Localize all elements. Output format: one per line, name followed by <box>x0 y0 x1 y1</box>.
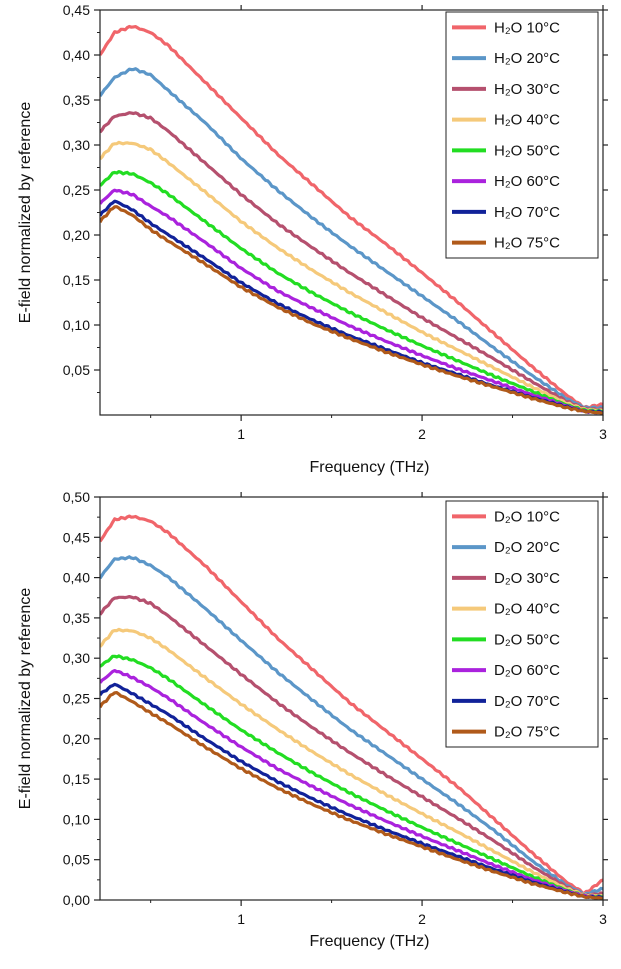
y-tick-label: 0,30 <box>63 137 90 153</box>
y-tick-label: 0,25 <box>63 691 90 707</box>
legend-entry: D₂O 30°C <box>494 570 560 587</box>
legend-entry: H₂O 70°C <box>494 204 560 221</box>
series-line-4 <box>100 627 603 898</box>
series-line-5 <box>100 654 603 899</box>
legend-entry: D₂O 60°C <box>494 662 560 679</box>
y-tick-label: 0,40 <box>63 570 90 586</box>
legend-entry: D₂O 20°C <box>494 539 560 556</box>
x-tick-label: 1 <box>237 911 245 927</box>
series-line-2 <box>100 67 603 411</box>
series-line-8 <box>100 691 603 900</box>
series-group <box>100 514 603 900</box>
x-tick-label: 1 <box>237 426 245 442</box>
series-group <box>100 24 603 415</box>
y-tick-label: 0,10 <box>63 317 90 333</box>
series-line-1 <box>100 24 603 410</box>
legend-entry: H₂O 30°C <box>494 81 560 98</box>
y-tick-label: 0,20 <box>63 731 90 747</box>
legend-entry: D₂O 75°C <box>494 724 560 741</box>
y-tick-label: 0,45 <box>63 529 90 545</box>
series-line-6 <box>100 669 603 900</box>
legend-entry: H₂O 10°C <box>494 19 560 36</box>
legend: D₂O 10°C D₂O 20°C D₂O 30°C D₂O 40°C D₂O 50°C… <box>445 500 599 748</box>
y-tick-label: 0,50 <box>63 489 90 505</box>
legend-entry: D₂O 10°C <box>494 508 560 525</box>
y-tick-label: 0,35 <box>63 92 90 108</box>
y-tick-label: 0,40 <box>63 47 90 63</box>
x-tick-label: 3 <box>599 426 607 442</box>
x-tick-label: 3 <box>599 911 607 927</box>
series-line-5 <box>100 170 603 414</box>
legend-entry: H₂O 40°C <box>494 112 560 129</box>
y-tick-label: 0,35 <box>63 610 90 626</box>
series-line-8 <box>100 205 603 415</box>
y-tick-label: 0,10 <box>63 811 90 827</box>
x-axis-label: Frequency (THz) <box>309 459 429 476</box>
x-tick-label: 2 <box>418 426 426 442</box>
chart-panel-2: 1 2 3 0,00 0,05 0,10 0,15 0,20 0,25 0,30 0,35 0,40 0… <box>17 489 608 950</box>
y-tick-label: 0,45 <box>63 2 90 18</box>
y-axis-label: E-field normalized by reference <box>17 102 34 324</box>
legend-entry: H₂O 20°C <box>494 50 560 67</box>
legend-entry: D₂O 50°C <box>494 631 560 648</box>
x-tick-label: 2 <box>418 911 426 927</box>
legend-entry: D₂O 40°C <box>494 601 560 618</box>
y-tick-label: 0,05 <box>63 362 90 378</box>
y-tick-label: 0,25 <box>63 182 90 198</box>
y-tick-label: 0,15 <box>63 272 90 288</box>
legend: H₂O 10°C H₂O 20°C H₂O 30°C H₂O 40°C H₂O 50°C… <box>445 11 599 259</box>
series-line-6 <box>100 188 603 415</box>
legend-box <box>445 500 599 748</box>
y-tick-label: 0,05 <box>63 852 90 868</box>
legend-box <box>445 11 599 259</box>
legend-entry: D₂O 70°C <box>494 693 560 710</box>
series-line-1 <box>100 514 603 895</box>
series-line-3 <box>100 111 603 412</box>
series-line-4 <box>100 140 603 413</box>
legend-entry: H₂O 75°C <box>494 235 560 252</box>
legend-entry: H₂O 50°C <box>494 142 560 159</box>
series-line-3 <box>100 595 603 897</box>
chart-panel-1: 1 2 3 0,05 0,10 0,15 0,20 0,25 0,30 0,35 0,40 0,45 F… <box>17 2 608 476</box>
series-line-7 <box>100 682 603 900</box>
y-tick-label: 0,20 <box>63 227 90 243</box>
y-tick-label: 0,00 <box>63 892 90 908</box>
legend-entry: H₂O 60°C <box>494 173 560 190</box>
series-line-2 <box>100 555 603 896</box>
y-tick-label: 0,30 <box>63 650 90 666</box>
y-tick-label: 0,15 <box>63 771 90 787</box>
x-axis-label: Frequency (THz) <box>309 933 429 950</box>
y-axis-label: E-field normalized by reference <box>17 588 34 810</box>
